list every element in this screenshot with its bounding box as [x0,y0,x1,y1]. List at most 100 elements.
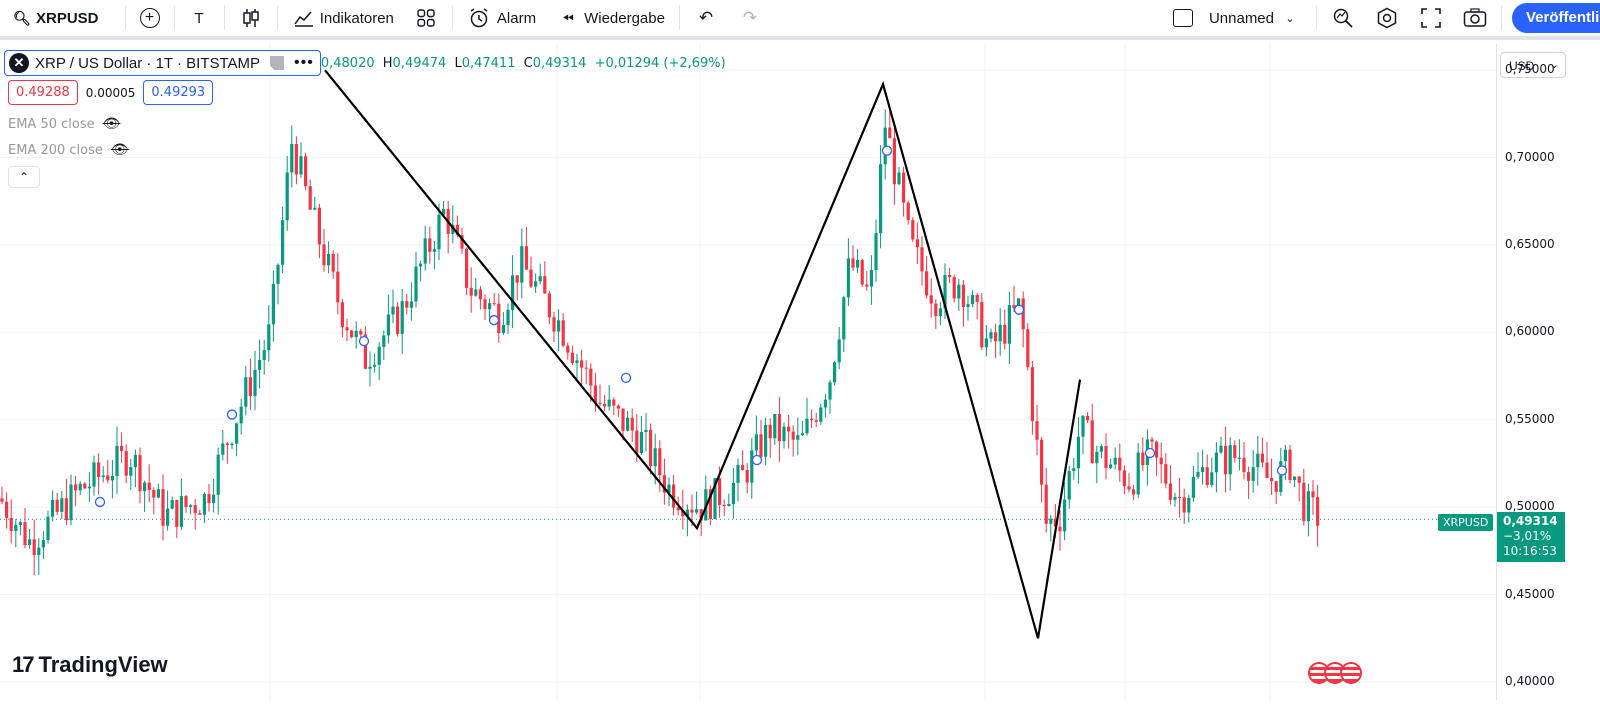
event-marker [358,336,370,347]
undo-button[interactable]: ↶ [684,0,728,38]
candle-body [1086,415,1090,421]
candle-body [244,377,248,407]
candle-body [580,360,584,368]
candle-body [1265,462,1269,479]
currency-select[interactable]: USD ⌄ [1500,52,1566,78]
candle-body [1164,464,1168,484]
candle-body [810,418,814,421]
publish-button[interactable]: Veröffentlichen [1512,3,1600,33]
candle-body [888,127,892,139]
candle-body [1076,436,1080,469]
candle-body [851,258,855,268]
interval-button[interactable]: T [179,0,220,38]
candle-body [290,144,294,173]
templates-button[interactable] [404,0,448,38]
divider [223,6,225,30]
candle-body [998,324,1002,342]
candle-body [1187,497,1191,513]
price-chart[interactable] [0,44,1496,700]
buy-button[interactable]: 0.49293 [143,80,214,105]
symbol-legend[interactable]: ✕ XRP / US Dollar · 1T · BITSTAMP ••• [4,50,321,76]
symbol-price-tag: XRPUSD [1438,514,1494,531]
candle-body [589,368,593,386]
candle-body [644,429,648,433]
candle-body [658,448,662,476]
ema50-legend[interactable]: EMA 50 close 👁︎ [8,116,120,132]
settings-button[interactable] [1365,0,1409,38]
snapshot-button[interactable] [1453,0,1497,38]
candle-body [869,270,873,287]
price-axis[interactable]: USD ⌄ 0,75000 0,70000 0,65000 0,60000 0,5500… [1496,44,1600,700]
candle-body [1122,470,1126,487]
candle-body [957,284,961,299]
sell-button[interactable]: 0.49288 [8,80,78,105]
ema200-legend[interactable]: EMA 200 close 👁︎ [8,142,129,158]
layout-menu[interactable]: Unnamed ⌄ [1203,0,1312,38]
chart-pane[interactable] [0,44,1496,700]
ohlc-high: 0,49474 [392,55,447,71]
candle-body [1270,478,1274,482]
eye-off-icon[interactable]: 👁︎ [110,142,129,158]
candle-body [331,253,335,272]
tradingview-logo[interactable]: 17 TradingView [12,652,168,678]
search-icon: 🔍︎ [13,9,31,26]
eye-off-icon[interactable]: 👁︎ [102,116,121,132]
candle-body [460,235,464,249]
candle-body [892,138,896,185]
fullscreen-button[interactable] [1409,0,1453,38]
candle-body [0,498,4,502]
candle-body [1118,457,1122,471]
candle-body [1058,526,1062,532]
candle-body [143,482,147,492]
candle-body [575,360,579,363]
candle-body [124,451,128,476]
chart-type-button[interactable] [229,0,273,38]
compare-button[interactable]: + [130,0,170,38]
candle-body [1049,518,1053,524]
candle-body [796,435,800,440]
ohlc-high-key: H [382,55,393,71]
redo-button[interactable]: ↷ [728,0,772,38]
economic-events[interactable] [1308,662,1362,684]
candle-body [635,430,639,454]
ema50-label: EMA 50 close [8,116,95,132]
candle-body [727,503,731,506]
candle-body [1021,298,1025,330]
candle-body [879,164,883,234]
fullscreen-icon [1419,6,1443,30]
candle-body [1053,518,1057,527]
price-tick-label: 0,40000 [1505,674,1555,688]
candle-body [925,271,929,296]
candle-body [110,475,114,481]
collapse-legend-button[interactable]: ⌃ [8,166,40,188]
candle-body [690,509,694,513]
replay-button[interactable]: ⏪︎ Wiedergabe [546,0,675,38]
indicators-button[interactable]: Indikatoren [282,0,404,38]
candle-body [1251,467,1255,481]
alert-button[interactable]: Alarm [457,0,546,38]
candle-body [262,350,266,360]
candle-body [920,247,924,272]
rewind-icon: ⏪︎ [562,9,574,26]
candle-body [1017,298,1021,309]
candle-body [938,308,942,317]
symbol-search[interactable]: 🔍︎ XRPUSD [0,0,109,38]
candle-body [414,266,418,302]
quick-search-button[interactable] [1321,0,1365,38]
candle-body [248,377,252,396]
candle-body [478,289,482,300]
logo-text: TradingView [38,652,168,677]
more-icon[interactable]: ••• [294,54,314,71]
candle-body [1316,497,1320,526]
candle-body [37,547,41,556]
candle-body [156,489,160,498]
flag-icon[interactable] [270,56,285,70]
candle-body [23,522,27,546]
candle-body [46,516,50,541]
layout-checkbox[interactable] [1163,0,1203,38]
ema200-label: EMA 200 close [8,142,103,158]
candle-body [501,325,505,334]
candle-body [626,417,630,431]
us-flag-icon[interactable] [1340,662,1362,684]
candle-body [1242,457,1246,473]
